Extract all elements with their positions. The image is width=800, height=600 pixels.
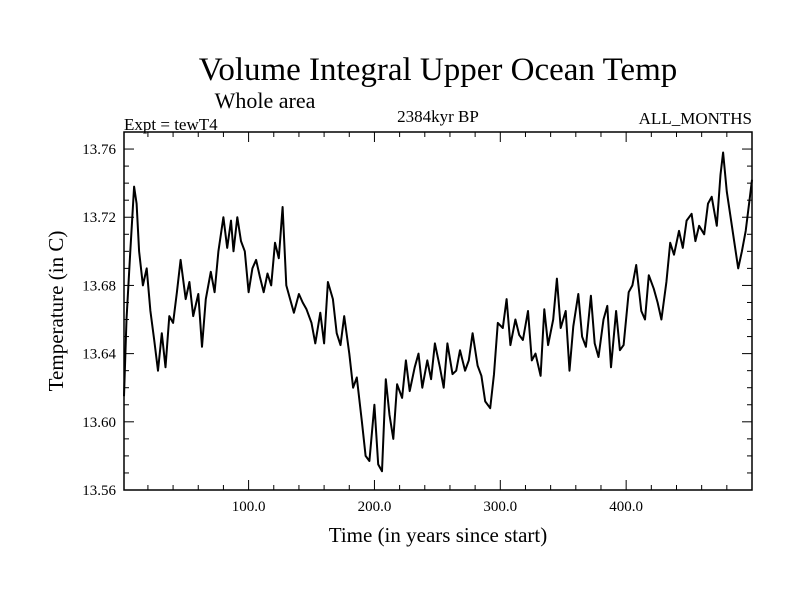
y-tick-label: 13.60 [82,415,116,431]
plot-frame [123,131,753,491]
chart-title: Volume Integral Upper Ocean Temp [199,52,677,88]
experiment-label: Expt = tewT4 [124,115,218,134]
x-tick-label: 100.0 [232,499,266,515]
y-tick-label: 13.64 [82,347,116,363]
series-line [123,151,753,473]
y-tick-label: 13.68 [82,278,116,294]
months-label: ALL_MONTHS [639,109,752,128]
ticks [124,131,752,491]
chart-subtitle: Whole area [215,88,316,113]
x-tick-label: 200.0 [358,499,392,515]
x-tick-label: 400.0 [609,499,643,515]
y-tick-label: 13.72 [82,210,116,226]
y-axis-label: Temperature (in C) [44,231,68,392]
tick-labels: 100.0 200.0 300.0 400.0 13.56 13.60 13.64 13.68… [82,142,643,515]
y-tick-label: 13.76 [82,142,116,158]
x-axis-label: Time (in years since start) [329,523,548,547]
period-label: 2384kyr BP [397,107,479,126]
y-tick-label: 13.56 [82,483,116,499]
x-tick-label: 300.0 [483,499,517,515]
